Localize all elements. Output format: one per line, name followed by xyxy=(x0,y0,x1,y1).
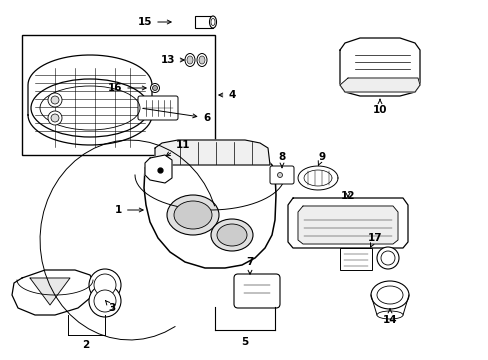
Text: 15: 15 xyxy=(138,17,171,27)
Text: 13: 13 xyxy=(161,55,184,65)
Ellipse shape xyxy=(376,286,402,304)
Ellipse shape xyxy=(277,172,282,177)
Text: 7: 7 xyxy=(246,257,253,274)
FancyBboxPatch shape xyxy=(234,274,280,308)
Text: 17: 17 xyxy=(367,233,382,247)
Ellipse shape xyxy=(197,54,206,67)
Ellipse shape xyxy=(51,96,59,104)
Text: 8: 8 xyxy=(278,152,285,168)
Polygon shape xyxy=(339,78,419,92)
Ellipse shape xyxy=(152,86,157,90)
Polygon shape xyxy=(298,166,337,190)
Polygon shape xyxy=(339,38,419,96)
Ellipse shape xyxy=(184,54,195,67)
Ellipse shape xyxy=(210,18,215,26)
Polygon shape xyxy=(12,270,95,315)
Ellipse shape xyxy=(48,93,62,107)
Ellipse shape xyxy=(94,274,116,296)
Text: 12: 12 xyxy=(340,191,354,201)
Ellipse shape xyxy=(94,290,116,312)
Polygon shape xyxy=(155,140,269,165)
Text: 16: 16 xyxy=(107,83,146,93)
Text: 4: 4 xyxy=(219,90,235,100)
Polygon shape xyxy=(297,206,397,244)
Ellipse shape xyxy=(376,247,398,269)
Ellipse shape xyxy=(217,224,246,246)
Text: 9: 9 xyxy=(318,152,325,165)
FancyBboxPatch shape xyxy=(138,96,178,120)
Bar xyxy=(195,16,213,28)
Text: 10: 10 xyxy=(372,99,386,115)
Ellipse shape xyxy=(186,56,193,64)
Ellipse shape xyxy=(174,201,212,229)
Polygon shape xyxy=(28,55,152,145)
Ellipse shape xyxy=(370,281,408,309)
Text: 14: 14 xyxy=(382,309,397,325)
FancyBboxPatch shape xyxy=(269,166,293,184)
Text: 5: 5 xyxy=(241,337,248,347)
Ellipse shape xyxy=(210,219,252,251)
Polygon shape xyxy=(287,198,407,248)
Bar xyxy=(339,248,371,270)
Text: 1: 1 xyxy=(115,205,143,215)
Text: 11: 11 xyxy=(166,140,190,156)
Ellipse shape xyxy=(89,269,121,301)
Ellipse shape xyxy=(209,16,216,28)
Text: 2: 2 xyxy=(82,340,89,350)
Ellipse shape xyxy=(199,56,204,64)
Polygon shape xyxy=(30,278,70,305)
Ellipse shape xyxy=(376,311,402,319)
Ellipse shape xyxy=(89,285,121,317)
Polygon shape xyxy=(145,155,172,183)
Ellipse shape xyxy=(167,195,219,235)
Ellipse shape xyxy=(150,84,159,93)
Ellipse shape xyxy=(48,111,62,125)
Ellipse shape xyxy=(380,251,394,265)
Polygon shape xyxy=(143,143,275,268)
Text: 6: 6 xyxy=(142,108,210,123)
Text: 3: 3 xyxy=(105,301,115,313)
Ellipse shape xyxy=(51,114,59,122)
Bar xyxy=(22,35,215,155)
